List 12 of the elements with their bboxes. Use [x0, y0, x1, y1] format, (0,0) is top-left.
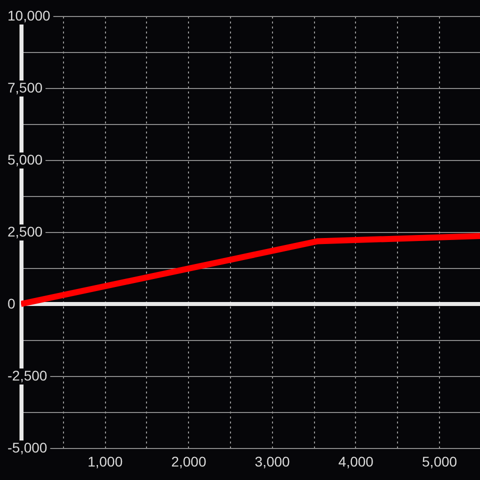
y-tick-label: -2,500 [8, 368, 48, 384]
x-tick-label: 3,000 [254, 454, 290, 470]
y-tick-label: 2,500 [8, 224, 43, 240]
y-tick-label: 5,000 [8, 152, 43, 168]
y-tick-label: 0 [8, 296, 16, 312]
y-tick-label: 7,500 [8, 80, 43, 96]
x-tick-label: 2,000 [171, 454, 206, 470]
x-tick-label: 4,000 [338, 454, 374, 470]
x-tick-label: 5,000 [422, 454, 458, 470]
y-tick-label: 10,000 [8, 8, 51, 24]
x-tick-label: 1,000 [88, 454, 123, 470]
y-tick-label: -5,000 [8, 440, 48, 456]
